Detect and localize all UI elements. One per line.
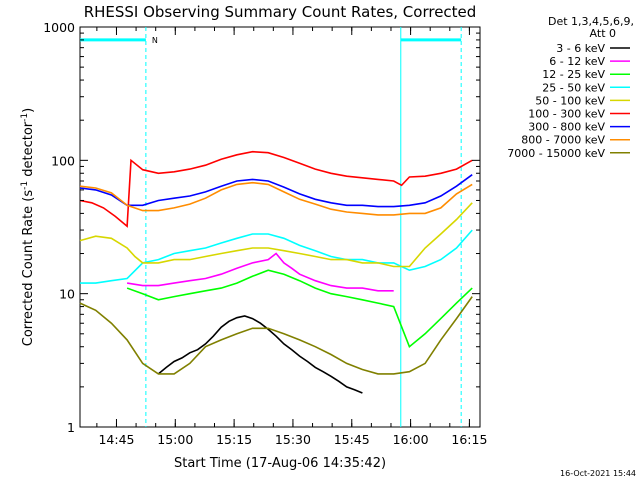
y-axis-label: Corrected Count Rate (s-1 detector-1)	[20, 108, 36, 346]
series-line-6	[79, 174, 473, 208]
plot-frame	[79, 26, 481, 428]
x-tick-label: 15:15	[216, 432, 252, 447]
legend-entry-8: 7000 - 15000 keV	[507, 147, 605, 160]
series-line-4	[79, 202, 473, 268]
legend-entry-7: 800 - 7000 keV	[521, 134, 605, 147]
legend-entry-0: 3 - 6 keV	[556, 42, 605, 55]
legend-entry-6: 300 - 800 keV	[528, 121, 605, 134]
x-tick-label: 15:30	[275, 432, 311, 447]
y-tick-label: 1	[67, 420, 75, 435]
series-line-1	[126, 252, 394, 292]
series-line-3	[80, 229, 473, 284]
x-tick-label: 14:45	[98, 432, 134, 447]
y-tick-label: 10	[59, 287, 75, 302]
series-line-2	[126, 269, 473, 349]
legend-header-line-1: Det 1,3,4,5,6,9,	[548, 15, 634, 28]
legend-entry-2: 12 - 25 keV	[542, 68, 605, 81]
legend-entry-3: 25 - 50 keV	[542, 81, 605, 94]
series-line-8	[79, 296, 473, 375]
legend-header-line-2: Att 0	[590, 27, 616, 40]
x-tick-label: 16:15	[451, 432, 487, 447]
x-axis-label: Start Time (17-Aug-06 14:35:42)	[174, 456, 386, 471]
x-tick-label: 16:00	[393, 432, 429, 447]
plot-area: N	[79, 26, 481, 428]
night-flag-label: N	[152, 36, 158, 45]
y-tick-label: 100	[51, 153, 75, 168]
legend-entry-5: 100 - 300 keV	[528, 108, 605, 121]
legend-entry-1: 6 - 12 keV	[549, 55, 605, 68]
y-tick-label: 1000	[43, 20, 75, 35]
x-tick-label: 15:45	[334, 432, 370, 447]
x-tick-label: 15:00	[157, 432, 193, 447]
chart-title: RHESSI Observing Summary Count Rates, Co…	[84, 3, 477, 21]
legend-entry-4: 50 - 100 keV	[535, 94, 605, 107]
series-line-7	[79, 181, 473, 216]
generation-timestamp: 16-Oct-2021 15:44	[560, 469, 636, 478]
series-line-0	[157, 315, 363, 394]
series-line-5	[79, 150, 473, 228]
